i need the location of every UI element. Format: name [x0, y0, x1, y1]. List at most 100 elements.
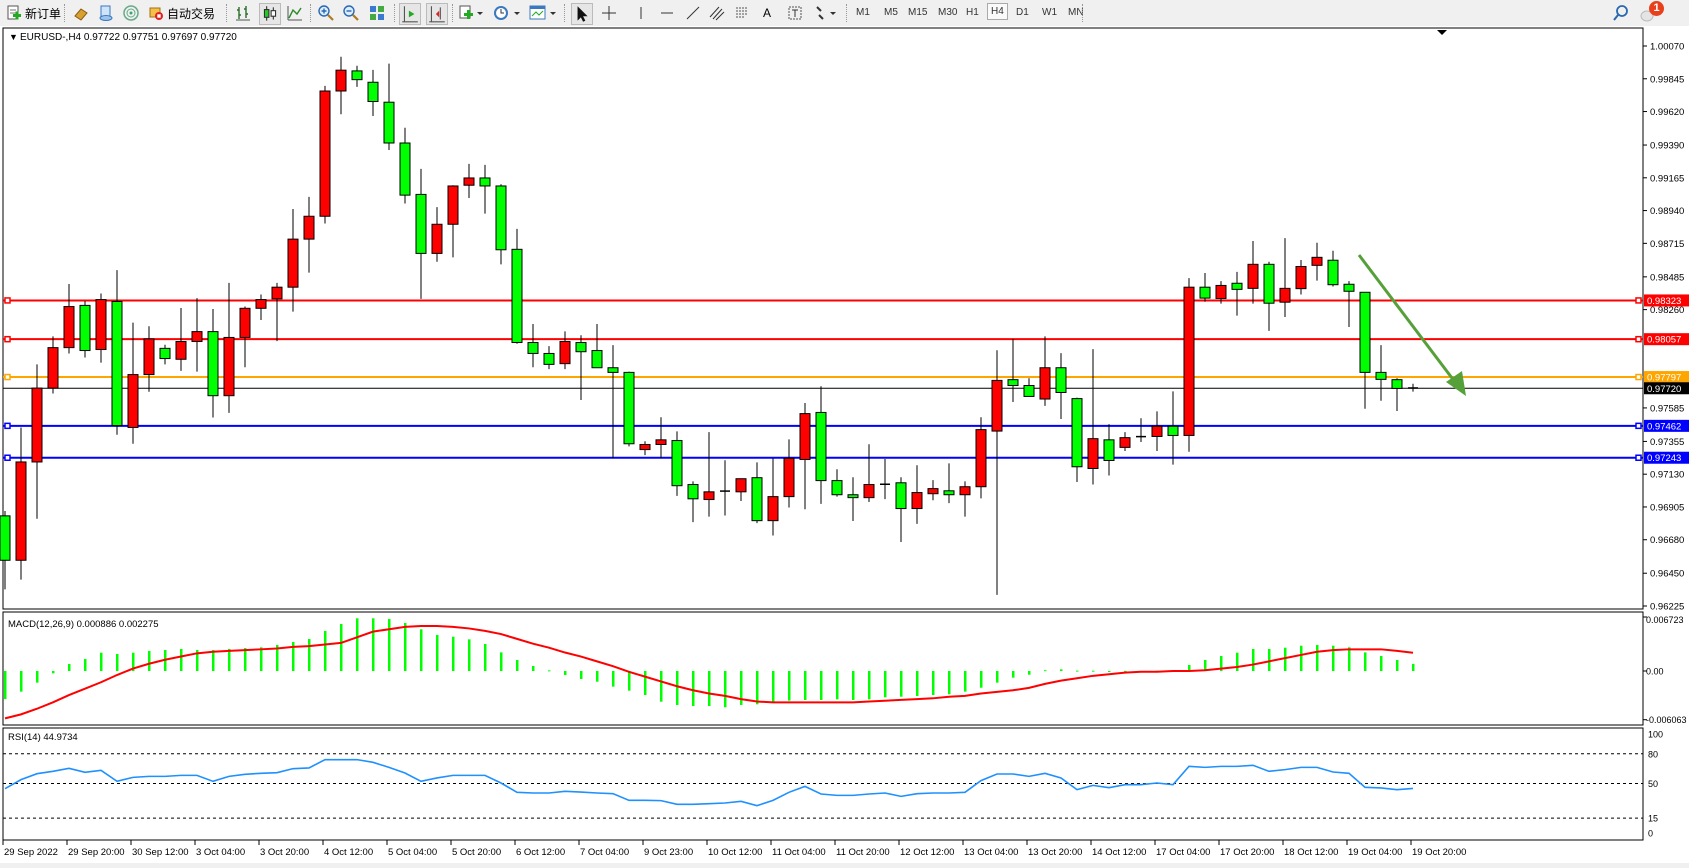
candles	[0, 56, 1466, 595]
time-label: 18 Oct 12:00	[1284, 847, 1338, 858]
candle-body	[399, 142, 411, 196]
chart-window[interactable]: 1.00070 0.99845 0.99620 0.99390 0.99165 0.989…	[0, 26, 1689, 863]
candle	[415, 168, 427, 299]
timeframe-m1[interactable]: M1	[856, 7, 870, 18]
line-chart-icon[interactable]	[286, 3, 304, 23]
candle	[1311, 242, 1323, 281]
notifications-button[interactable]: 1	[1640, 1, 1666, 23]
price-tick-label: 0.97130	[1650, 470, 1684, 481]
macd-histogram-bar	[1300, 645, 1303, 671]
macd-histogram-bar	[468, 639, 471, 671]
time-label: 17 Oct 04:00	[1156, 847, 1210, 858]
level-handle[interactable]	[4, 454, 11, 461]
candle	[399, 127, 411, 204]
horizontal-line-icon[interactable]	[658, 3, 676, 23]
tile-windows-icon[interactable]	[368, 3, 386, 23]
chart-shift-marker[interactable]	[1437, 30, 1447, 35]
chart-canvas[interactable]: 1.00070 0.99845 0.99620 0.99390 0.99165 0.989…	[0, 26, 1689, 863]
candle	[623, 371, 635, 447]
timeframe-w1[interactable]: W1	[1042, 7, 1057, 18]
candle-body	[927, 488, 939, 495]
auto-trading-button[interactable]: 自动交易	[148, 3, 215, 23]
search-icon[interactable]	[1612, 3, 1630, 23]
macd-histogram-bar	[564, 671, 567, 676]
candle-body	[1039, 367, 1051, 400]
level-handle[interactable]	[1635, 422, 1642, 430]
candle	[1183, 278, 1195, 452]
level-handle[interactable]	[4, 422, 11, 430]
candle-body	[175, 341, 187, 360]
level-handle[interactable]	[1635, 373, 1642, 381]
text-icon[interactable]: A	[763, 6, 772, 20]
equidistant-channel-icon[interactable]	[708, 3, 726, 23]
macd-histogram-bar	[932, 671, 935, 696]
macd-histogram-bar	[852, 671, 855, 700]
macd-histogram-bar	[532, 666, 535, 671]
candle-body	[975, 429, 987, 488]
gold-icon[interactable]	[72, 3, 90, 23]
trend-arrow-head[interactable]	[1446, 371, 1466, 396]
macd-tick-label: 0.006723	[1646, 615, 1684, 625]
price-tick-label: 0.96450	[1650, 569, 1684, 580]
trend-arrow-line[interactable]	[1357, 254, 1457, 383]
macd-histogram-bar	[68, 664, 71, 671]
crosshair-icon[interactable]	[600, 3, 618, 23]
rsi-tick-label: 50	[1648, 779, 1658, 789]
macd-histogram-bar	[676, 671, 679, 705]
timeframe-m30[interactable]: M30	[938, 7, 958, 18]
level-handle[interactable]	[4, 297, 11, 304]
timeframe-h4[interactable]: H4	[987, 3, 1008, 20]
candle	[447, 185, 459, 258]
macd-histogram-bar	[948, 671, 951, 695]
macd-histogram-bar	[820, 671, 823, 700]
periods-icon[interactable]	[492, 3, 522, 23]
candle	[1247, 241, 1259, 304]
timeframe-m5[interactable]: M5	[884, 7, 898, 18]
candle-body	[1343, 283, 1355, 292]
signals-icon[interactable]	[122, 3, 140, 23]
cursor-icon[interactable]	[571, 3, 593, 25]
macd-histogram-bar	[1316, 644, 1319, 671]
text-label-icon[interactable]	[786, 3, 804, 23]
indicators-icon[interactable]	[458, 3, 484, 23]
separator	[226, 4, 228, 22]
chart-shift-icon[interactable]	[399, 3, 421, 25]
vertical-line-icon[interactable]	[632, 3, 650, 23]
timeframe-mn[interactable]: MN	[1068, 7, 1084, 18]
new-order-button[interactable]: 新订单	[6, 3, 61, 23]
time-label: 14 Oct 12:00	[1092, 847, 1146, 858]
macd-histogram-bar	[228, 648, 231, 671]
candlestick-icon[interactable]	[259, 3, 281, 25]
separator	[310, 4, 312, 22]
level-handle[interactable]	[4, 373, 11, 381]
candle-body	[63, 306, 75, 349]
level-handle[interactable]	[4, 335, 11, 343]
separator	[64, 4, 66, 22]
market-watch-icon[interactable]	[97, 3, 115, 23]
zoom-out-icon[interactable]	[342, 3, 360, 23]
trendline-icon[interactable]	[684, 3, 702, 23]
candle	[720, 460, 730, 516]
candle	[0, 511, 11, 590]
templates-icon[interactable]	[528, 3, 558, 23]
price-tag-bg	[1644, 294, 1689, 307]
candle	[975, 417, 987, 499]
level-handle[interactable]	[1635, 297, 1642, 304]
auto-trading-icon	[149, 7, 163, 20]
timeframe-h1[interactable]: H1	[966, 7, 979, 18]
bar-chart-icon[interactable]	[234, 3, 252, 23]
zoom-in-icon[interactable]	[317, 3, 335, 23]
candle-body	[31, 387, 43, 463]
autoscroll-icon[interactable]	[426, 3, 448, 25]
price-tag-label: 0.98057	[1647, 335, 1681, 346]
timeframe-m15[interactable]: M15	[908, 7, 928, 18]
level-handle[interactable]	[1635, 335, 1642, 343]
level-handle[interactable]	[1635, 454, 1642, 461]
timeframe-d1[interactable]: D1	[1016, 7, 1029, 18]
candle-body	[1391, 379, 1403, 389]
symbol-menu-triangle[interactable]: ▼	[9, 32, 18, 42]
fibonacci-icon[interactable]	[734, 3, 752, 23]
candle	[271, 282, 283, 342]
arrows-icon[interactable]	[812, 3, 838, 23]
candle	[143, 326, 155, 392]
